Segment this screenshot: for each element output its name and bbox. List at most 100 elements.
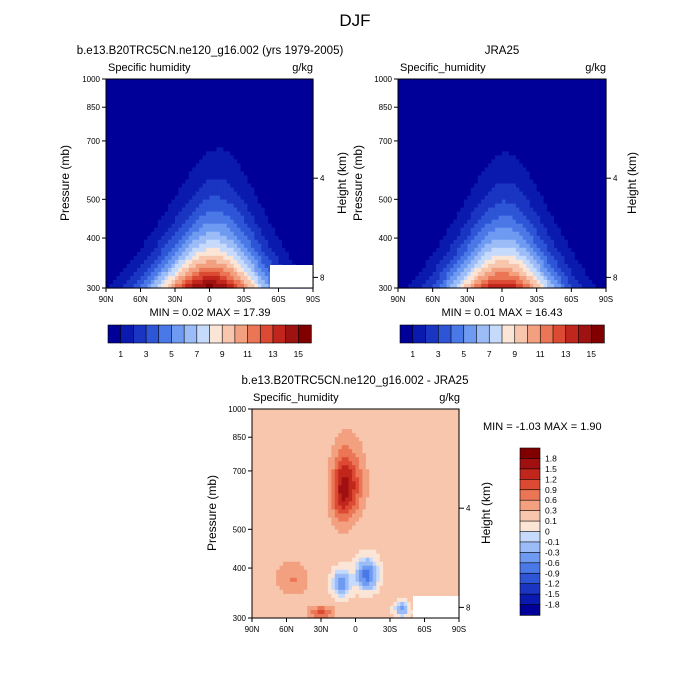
contour-cell (463, 147, 468, 152)
contour-cell (202, 95, 207, 100)
contour-cell (443, 95, 448, 100)
contour-cell (512, 111, 517, 116)
contour-cell (257, 263, 262, 269)
contour-cell (306, 111, 311, 116)
contour-cell (226, 95, 231, 100)
contour-cell (133, 251, 138, 257)
contour-cell (192, 191, 197, 197)
contour-cell (178, 279, 183, 285)
contour-cell (119, 243, 124, 249)
contour-cell (223, 123, 228, 128)
contour-cell (460, 131, 465, 136)
contour-cell (595, 95, 600, 100)
contour-cell (599, 107, 604, 112)
contour-cell (230, 219, 235, 225)
contour-cell (295, 259, 300, 265)
contour-cell (564, 83, 569, 88)
contour-cell (126, 175, 131, 181)
contour-cell (119, 87, 124, 92)
contour-cell (237, 275, 242, 281)
contour-cell (522, 191, 527, 197)
contour-cell (209, 163, 214, 169)
panel-model-ylabel-right: Height (km) (335, 152, 349, 214)
contour-cell (526, 111, 531, 116)
contour-cell (168, 199, 173, 205)
contour-cell (119, 127, 124, 132)
contour-cell (181, 231, 186, 237)
contour-cell (491, 131, 496, 136)
contour-cell (268, 187, 273, 193)
contour-cell (302, 83, 307, 88)
contour-cell (237, 167, 242, 173)
contour-cell (595, 139, 600, 144)
contour-cell (230, 111, 235, 116)
contour-cell (230, 171, 235, 177)
contour-cell (206, 279, 211, 285)
contour-cell (443, 139, 448, 144)
contour-cell (425, 131, 430, 136)
contour-cell (257, 207, 262, 213)
contour-cell (178, 91, 183, 96)
contour-cell (268, 87, 273, 92)
contour-cell (285, 223, 290, 229)
contour-cell (133, 111, 138, 116)
contour-cell (206, 251, 211, 257)
contour-cell (112, 175, 117, 181)
contour-cell (154, 179, 159, 185)
contour-cell (123, 267, 128, 273)
contour-cell (588, 87, 593, 92)
contour-cell (219, 91, 224, 96)
contour-cell (585, 79, 590, 84)
contour-cell (161, 79, 166, 84)
contour-cell (237, 283, 242, 289)
contour-cell (508, 163, 513, 169)
contour-cell (206, 139, 211, 144)
contour-cell (275, 175, 280, 181)
contour-cell (254, 87, 259, 92)
contour-cell (206, 147, 211, 152)
contour-cell (261, 91, 266, 96)
contour-cell (281, 219, 286, 225)
contour-cell (106, 143, 111, 148)
contour-cell (150, 235, 155, 241)
contour-cell (463, 183, 468, 189)
contour-cell (233, 239, 238, 245)
contour-cell (470, 171, 475, 177)
contour-cell (554, 167, 559, 173)
contour-cell (498, 103, 503, 108)
contour-cell (168, 95, 173, 100)
contour-cell (175, 271, 180, 277)
contour-cell (547, 135, 552, 140)
contour-cell (254, 107, 259, 112)
contour-cell (299, 171, 304, 177)
contour-cell (195, 163, 200, 169)
contour-cell (233, 251, 238, 257)
contour-cell (446, 79, 451, 84)
contour-cell (230, 215, 235, 221)
contour-cell (443, 163, 448, 169)
contour-cell (188, 259, 193, 265)
contour-cell (199, 263, 204, 269)
contour-cell (147, 203, 152, 209)
contour-cell (275, 223, 280, 229)
contour-cell (481, 167, 486, 173)
contour-cell (443, 183, 448, 189)
contour-cell (106, 99, 111, 104)
contour-cell (137, 195, 142, 201)
contour-cell (288, 163, 293, 169)
contour-cell (219, 163, 224, 169)
contour-cell (181, 227, 186, 233)
contour-cell (271, 183, 276, 189)
contour-cell (202, 219, 207, 225)
contour-cell (130, 219, 135, 225)
contour-cell (398, 131, 403, 136)
contour-cell (567, 147, 572, 152)
contour-cell (181, 119, 186, 124)
contour-cell (281, 155, 286, 160)
contour-cell (212, 211, 217, 217)
contour-cell (484, 175, 489, 181)
contour-cell (147, 151, 152, 156)
contour-cell (571, 99, 576, 104)
contour-cell (209, 111, 214, 116)
contour-cell (257, 103, 262, 108)
